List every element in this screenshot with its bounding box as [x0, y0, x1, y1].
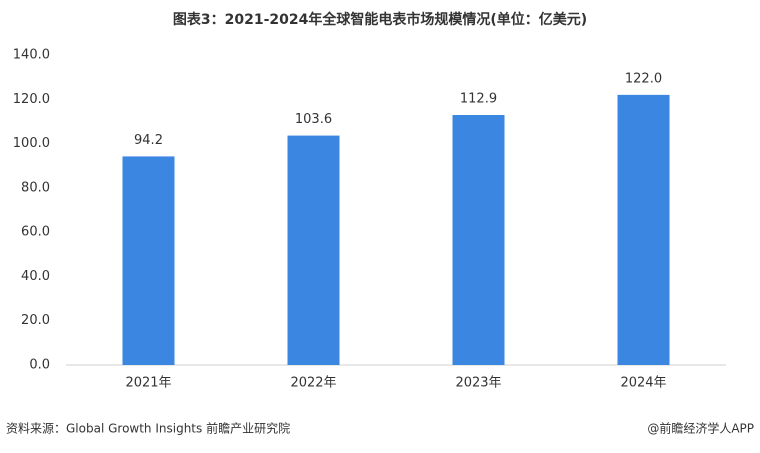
y-tick-label: 20.0 [21, 313, 50, 328]
y-tick-label: 100.0 [13, 136, 50, 151]
y-tick-label: 120.0 [13, 92, 50, 107]
bar [287, 135, 340, 365]
y-tick-label: 140.0 [13, 48, 50, 63]
x-tick-label: 2024年 [620, 376, 666, 391]
bar [617, 94, 670, 365]
x-tick-label: 2021年 [125, 376, 171, 391]
value-label: 122.0 [625, 71, 662, 86]
y-tick-label: 80.0 [21, 180, 50, 195]
value-label: 112.9 [460, 92, 497, 107]
source-note: 资料来源：Global Growth Insights 前瞻产业研究院 [6, 421, 290, 436]
chart-title: 图表3：2021-2024年全球智能电表市场规模情况(单位：亿美元) [173, 11, 587, 28]
x-tick-label: 2023年 [455, 376, 501, 391]
value-label: 94.2 [134, 133, 163, 148]
x-tick-label: 2022年 [290, 376, 336, 391]
bar [452, 115, 505, 365]
value-label: 103.6 [295, 112, 332, 127]
y-tick-label: 60.0 [21, 225, 50, 240]
bar [122, 156, 175, 365]
credit: @前瞻经济学人APP [647, 421, 754, 436]
y-tick-label: 40.0 [21, 269, 50, 284]
y-tick-label: 0.0 [29, 358, 50, 373]
